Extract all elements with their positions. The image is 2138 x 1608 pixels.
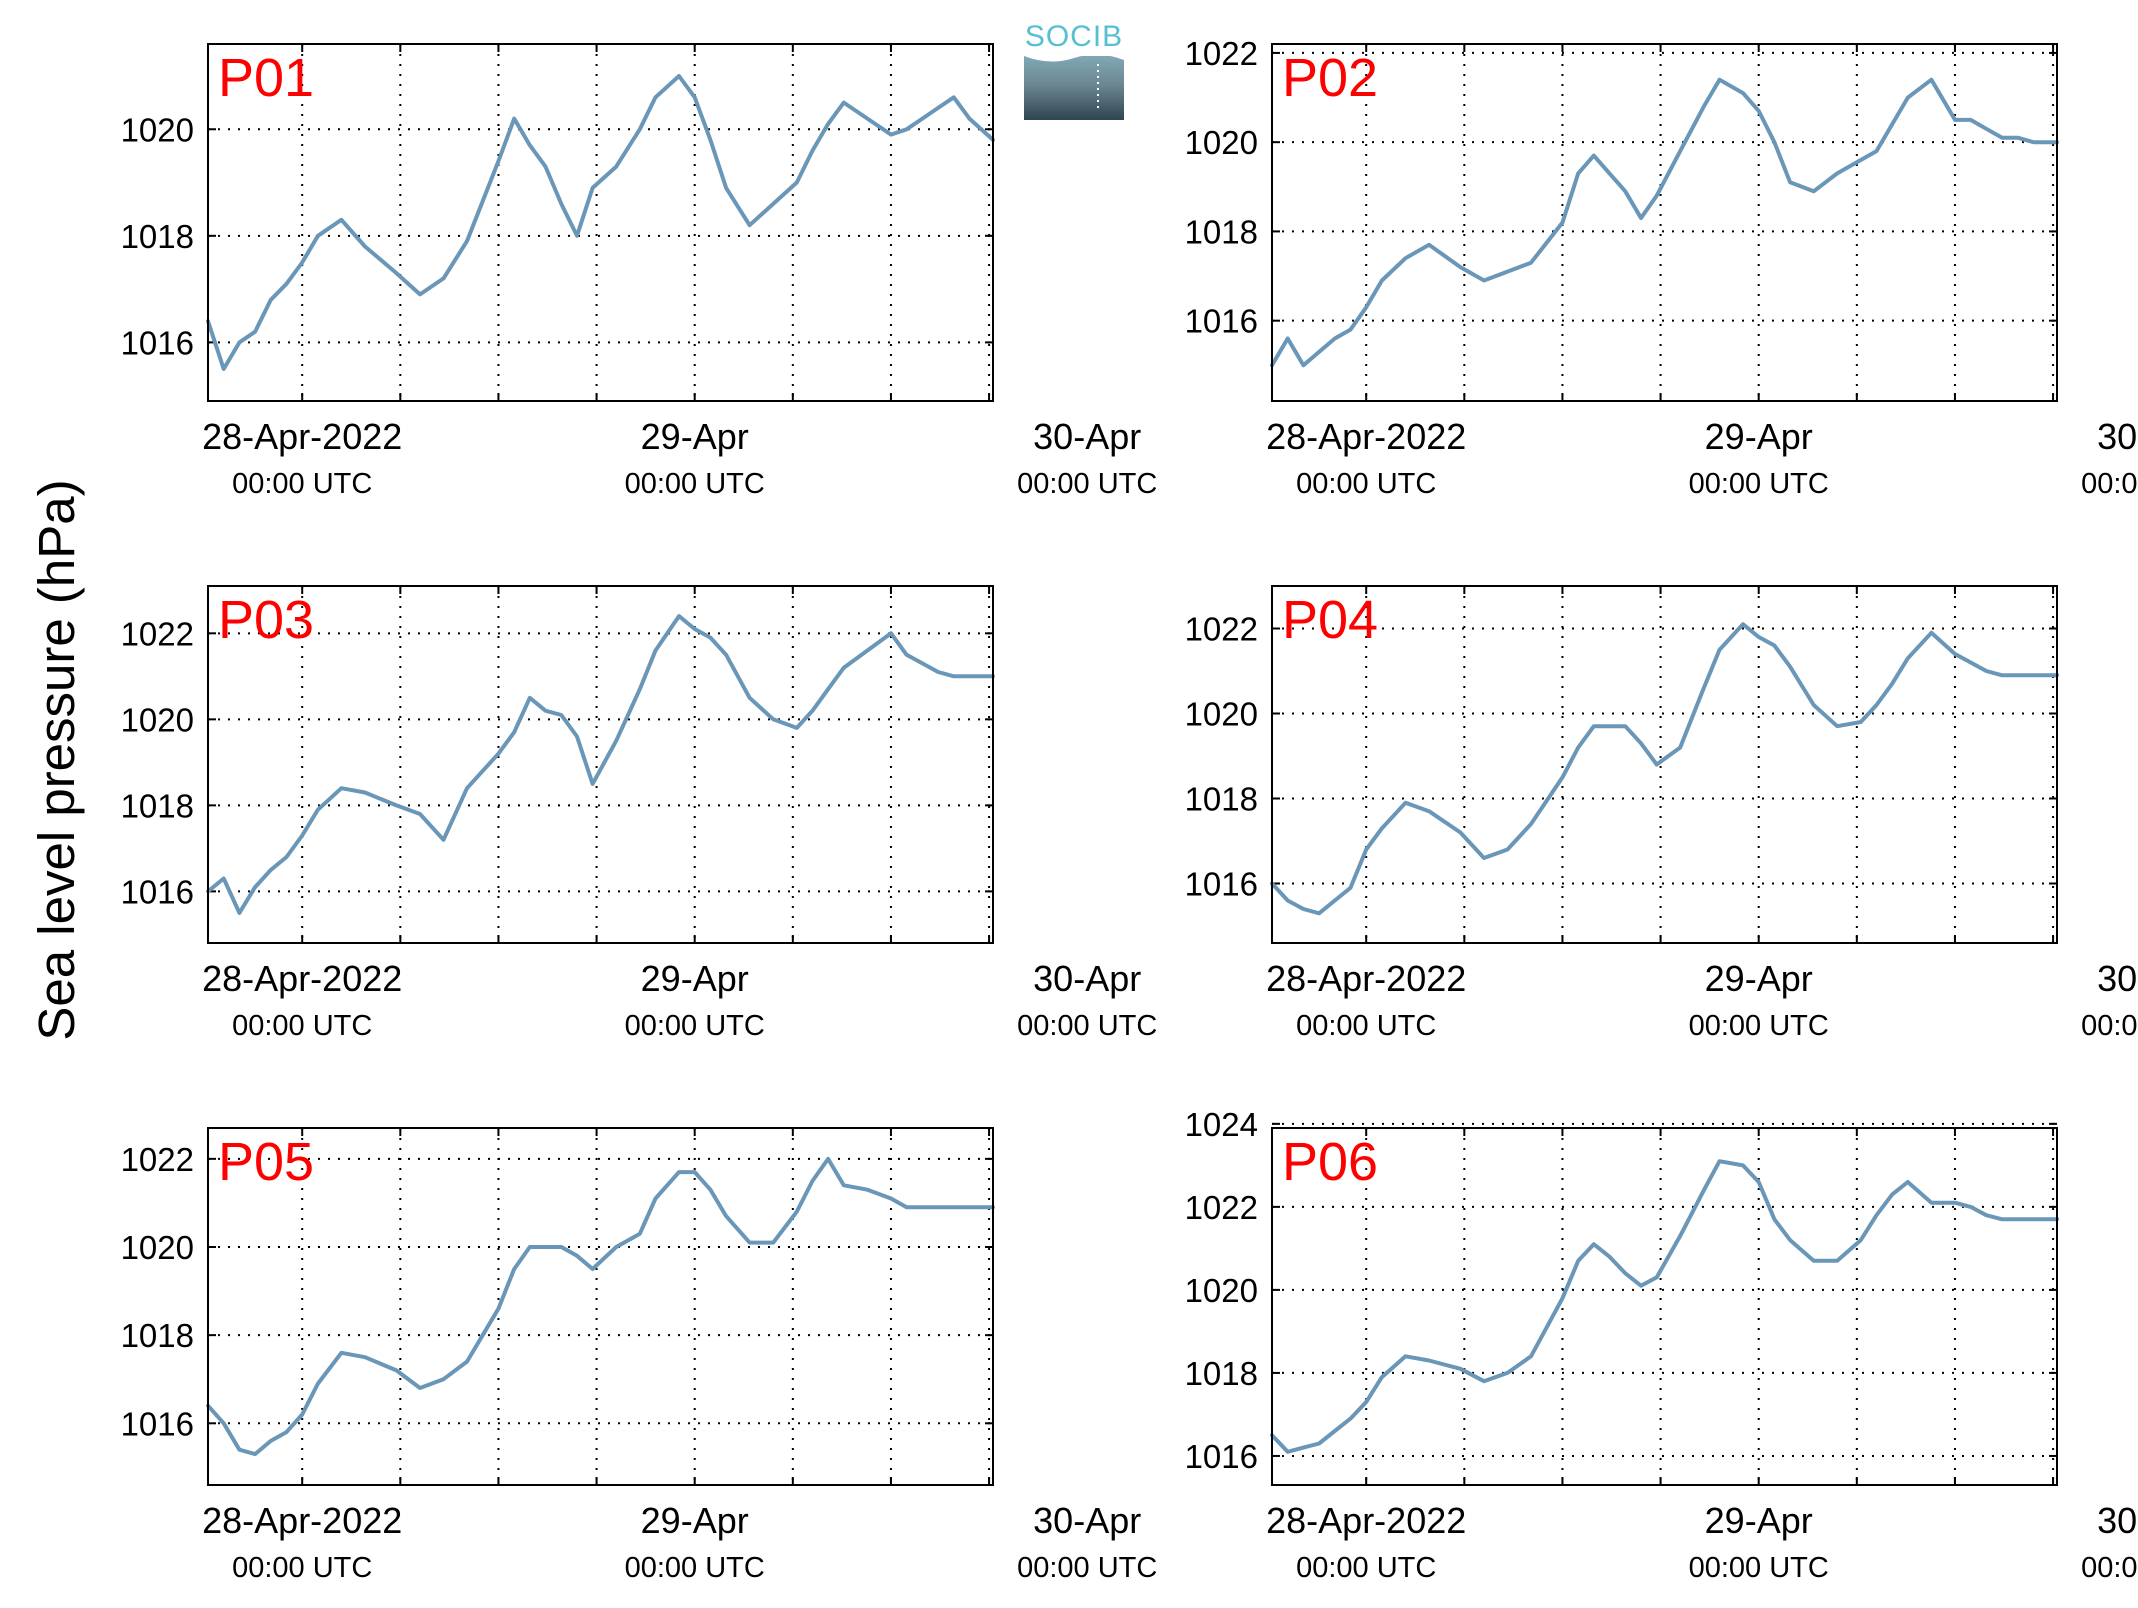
- panel-title: P04: [1282, 590, 1378, 650]
- y-tick-label: 1020: [1185, 1272, 1258, 1309]
- plot-background: [208, 586, 993, 943]
- series-line-p01: [206, 74, 995, 371]
- y-axis-label: Sea level pressure (hPa): [28, 479, 85, 1040]
- series-line-p04: [1270, 622, 2059, 916]
- y-tick-label: 1016: [121, 324, 194, 361]
- plot-background: [1272, 1128, 2057, 1485]
- y-tick-label: 1022: [1185, 35, 1258, 72]
- x-tick-label: 29-Apr: [1705, 958, 1813, 999]
- y-tick-label: 1022: [121, 1141, 194, 1178]
- series-line-p02: [1270, 77, 2059, 368]
- y-tick-label: 1020: [121, 701, 194, 738]
- y-tick-label: 1018: [1185, 781, 1258, 818]
- chart-p04: 1016 1018 1020 1022 28-Apr-2022 00:00 UTC 29-A…: [1185, 585, 2138, 1042]
- plot-background: [208, 1128, 993, 1485]
- plot-frame: [207, 1127, 994, 1486]
- plot-background: [208, 44, 993, 401]
- x-tick-label: 29-Apr: [641, 958, 749, 999]
- series-line-p05: [206, 1156, 995, 1457]
- y-tick-label: 1022: [1185, 611, 1258, 648]
- chart-p01: 1016 1018 1020 28-Apr-2022 00:00 UTC 29-Apr 00…: [121, 43, 1157, 500]
- logo-background: [1024, 56, 1124, 120]
- panel-title: P03: [218, 590, 314, 650]
- x-tick-sublabel: 00:00 UTC: [1296, 1552, 1436, 1584]
- plot-frame: [207, 43, 994, 402]
- logo-wave-icon: [1024, 54, 1124, 62]
- x-tick-label: 28-Apr-2022: [1266, 416, 1466, 457]
- x-tick-sublabel: 00:00 UTC: [232, 1010, 372, 1042]
- x-tick-label: 29-Apr: [1705, 416, 1813, 457]
- chart-p03: 1016 1018 1020 1022 28-Apr-2022 00:00 UTC 29-A…: [121, 585, 1157, 1042]
- plot-frame: [1271, 1127, 2058, 1486]
- chart-p02: 1016 1018 1020 1022 28-Apr-2022 00:00 UTC 29-A…: [1185, 35, 2138, 500]
- y-tick-label: 1018: [121, 787, 194, 824]
- x-tick-sublabel: 00:00 UTC: [232, 468, 372, 500]
- x-tick-sublabel: 00:00 UTC: [1689, 1010, 1829, 1042]
- x-tick-label: 30-Apr: [2097, 1500, 2138, 1541]
- x-tick-label: 30-Apr: [1033, 416, 1141, 457]
- x-tick-sublabel: 00:00 UTC: [1296, 468, 1436, 500]
- panel-title: P01: [218, 48, 314, 108]
- y-tick-label: 1020: [1185, 124, 1258, 161]
- x-tick-label: 28-Apr-2022: [202, 416, 402, 457]
- y-tick-label: 1016: [1185, 1438, 1258, 1475]
- y-tick-label: 1018: [1185, 213, 1258, 250]
- y-tick-label: 1020: [1185, 696, 1258, 733]
- panel-title: P02: [1282, 48, 1378, 108]
- y-tick-label: 1020: [121, 111, 194, 148]
- x-tick-sublabel: 00:00 UTC: [2081, 468, 2138, 500]
- plot-frame: [207, 585, 994, 944]
- logo-text: SOCIB: [1025, 20, 1123, 53]
- series-line-p06: [1270, 1159, 2059, 1454]
- x-tick-sublabel: 00:00 UTC: [1689, 1552, 1829, 1584]
- panel-title: P05: [218, 1132, 314, 1192]
- x-tick-sublabel: 00:00 UTC: [625, 1010, 765, 1042]
- x-tick-label: 28-Apr-2022: [1266, 958, 1466, 999]
- x-tick-label: 29-Apr: [641, 1500, 749, 1541]
- socib-logo: SOCIB: [1024, 20, 1124, 120]
- x-tick-sublabel: 00:00 UTC: [1017, 1010, 1157, 1042]
- x-tick-sublabel: 00:00 UTC: [1296, 1010, 1436, 1042]
- chart-p06: 1016 1018 1020 1022 1024 28-Apr-2022 00:00 UTC…: [1185, 1106, 2138, 1584]
- y-tick-label: 1016: [121, 873, 194, 910]
- plot-frame: [1271, 585, 2058, 944]
- y-tick-label: 1022: [121, 615, 194, 652]
- x-tick-label: 30-Apr: [1033, 1500, 1141, 1541]
- x-tick-sublabel: 00:00 UTC: [2081, 1552, 2138, 1584]
- x-tick-label: 30-Apr: [2097, 416, 2138, 457]
- y-tick-label: 1016: [1185, 866, 1258, 903]
- x-tick-sublabel: 00:00 UTC: [625, 1552, 765, 1584]
- x-tick-sublabel: 00:00 UTC: [2081, 1010, 2138, 1042]
- plot-frame: [1271, 43, 2058, 402]
- chart-p05: 1016 1018 1020 1022 28-Apr-2022 00:00 UTC 29-A…: [121, 1127, 1157, 1584]
- x-tick-sublabel: 00:00 UTC: [625, 468, 765, 500]
- x-tick-sublabel: 00:00 UTC: [1017, 1552, 1157, 1584]
- y-tick-label: 1018: [121, 1317, 194, 1354]
- y-tick-label: 1024: [1185, 1106, 1258, 1143]
- x-tick-label: 28-Apr-2022: [1266, 1500, 1466, 1541]
- x-tick-sublabel: 00:00 UTC: [1689, 468, 1829, 500]
- panel-title: P06: [1282, 1132, 1378, 1192]
- y-tick-label: 1020: [121, 1229, 194, 1266]
- y-tick-label: 1018: [121, 218, 194, 255]
- x-tick-label: 28-Apr-2022: [202, 1500, 402, 1541]
- x-tick-label: 30-Apr: [2097, 958, 2138, 999]
- y-tick-label: 1022: [1185, 1189, 1258, 1226]
- x-tick-label: 29-Apr: [641, 416, 749, 457]
- plot-background: [1272, 44, 2057, 401]
- x-tick-sublabel: 00:00 UTC: [232, 1552, 372, 1584]
- x-tick-label: 28-Apr-2022: [202, 958, 402, 999]
- y-tick-label: 1016: [1185, 303, 1258, 340]
- x-tick-label: 29-Apr: [1705, 1500, 1813, 1541]
- x-tick-label: 30-Apr: [1033, 958, 1141, 999]
- x-tick-sublabel: 00:00 UTC: [1017, 468, 1157, 500]
- y-tick-label: 1016: [121, 1405, 194, 1442]
- series-line-p03: [206, 614, 995, 915]
- chart-panels: 1016 1018 1020 28-Apr-2022 00:00 UTC 29-Apr 00…: [121, 35, 2138, 1584]
- y-tick-label: 1018: [1185, 1355, 1258, 1392]
